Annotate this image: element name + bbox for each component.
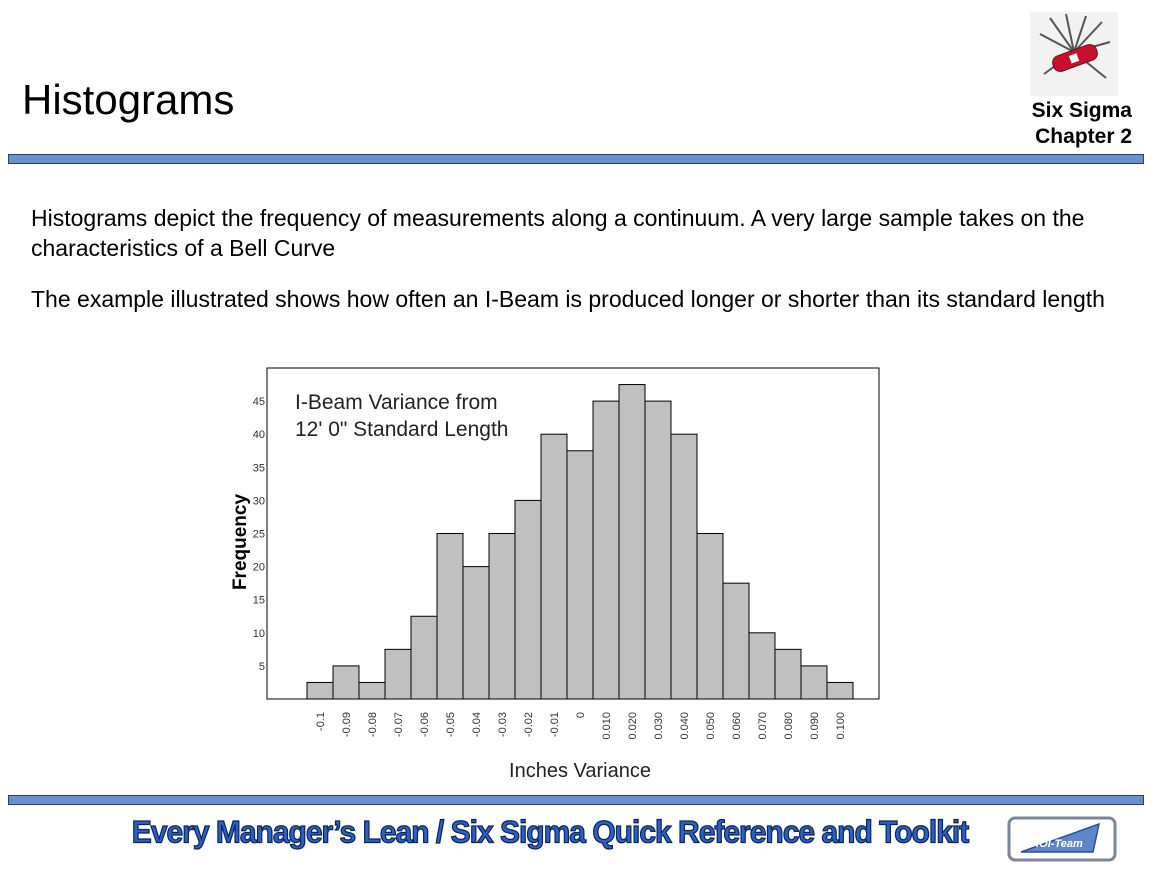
swiss-army-knife-icon	[1030, 12, 1118, 96]
x-tick-label: 0.080	[783, 712, 795, 740]
histogram-bar	[670, 433, 698, 700]
x-tick-label: -0.07	[393, 712, 405, 737]
x-tick-label: 0.010	[601, 712, 613, 740]
roi-team-logo-text: ROI-Team	[1031, 838, 1083, 850]
chart-annotation-line-1: I-Beam Variance from	[295, 391, 498, 414]
histogram-bar	[306, 681, 334, 700]
x-tick-label: 0.020	[627, 712, 639, 740]
x-tick-label: 0.030	[653, 712, 665, 740]
x-tick-label: -0.05	[445, 712, 457, 737]
y-tick-label: 10	[253, 628, 265, 640]
x-tick-label: -0.03	[497, 712, 509, 737]
y-tick-label: 25	[253, 529, 265, 541]
y-axis-label: Frequency	[230, 494, 251, 591]
y-tick-label: 45	[253, 396, 265, 408]
histogram-bar	[436, 533, 464, 700]
x-tick-label: 0.070	[757, 712, 769, 740]
y-tick-label: 20	[253, 562, 265, 574]
y-tick-label: 5	[259, 661, 265, 673]
x-tick-label: -0.01	[549, 712, 561, 737]
header-divider	[8, 154, 1144, 164]
histogram-bar	[514, 499, 542, 700]
histogram-bar	[488, 533, 516, 700]
histogram-bar	[462, 566, 490, 700]
histogram-bar	[410, 615, 438, 700]
x-tick-label: -0.04	[471, 712, 483, 737]
y-tick-label: 30	[253, 495, 265, 507]
histogram-bar	[384, 648, 412, 700]
x-tick-label: -0.06	[419, 712, 431, 737]
histogram-bar	[722, 582, 750, 700]
chapter-label: Six Sigma Chapter 2	[1032, 98, 1132, 150]
example-paragraph: The example illustrated shows how often …	[31, 286, 1105, 312]
histogram-bar	[566, 450, 594, 700]
chapter-line-1: Six Sigma	[1031, 99, 1132, 122]
histogram-bar	[826, 681, 854, 700]
x-tick-label: -0.1	[315, 712, 327, 731]
intro-paragraph: Histograms depict the frequency of measu…	[31, 205, 1085, 261]
chapter-line-2: Chapter 2	[1035, 125, 1132, 148]
roi-team-logo: ROI-Team	[1007, 816, 1117, 862]
x-tick-label: -0.08	[367, 712, 379, 737]
histogram-bar	[358, 681, 386, 700]
histogram-bar	[592, 400, 620, 700]
x-tick-label: 0.050	[705, 712, 717, 740]
histogram-chart: 5 10 15 20 25 30 35 40 45 -0.1 -0.09 -0.08 -0.07 -0.…	[220, 352, 912, 788]
histogram-bar	[748, 632, 776, 700]
x-axis-label: Inches Variance	[509, 760, 651, 782]
histogram-bar	[800, 665, 828, 700]
y-tick-label: 40	[253, 429, 265, 441]
y-tick-label: 35	[253, 462, 265, 474]
x-tick-label: 0	[575, 712, 587, 718]
histogram-bar	[774, 648, 802, 700]
x-tick-label: 0.040	[679, 712, 691, 740]
page-title: Histograms	[22, 76, 235, 123]
x-tick-label: 0.090	[809, 712, 821, 740]
x-tick-label: 0.060	[731, 712, 743, 740]
histogram-bar	[618, 384, 646, 700]
histogram-bar	[332, 665, 360, 700]
x-tick-label: -0.02	[523, 712, 535, 737]
footer-divider	[8, 795, 1144, 805]
histogram-svg: 5 10 15 20 25 30 35 40 45 -0.1 -0.09 -0.08 -0.07 -0.…	[220, 352, 912, 788]
histogram-bar	[540, 433, 568, 700]
x-tick-label: 0.100	[835, 712, 847, 740]
y-tick-label: 15	[253, 595, 265, 607]
x-tick-label: -0.09	[341, 712, 353, 737]
histogram-bar	[644, 400, 672, 700]
footer-title: Every Manager’s Lean / Six Sigma Quick R…	[131, 815, 970, 851]
histogram-bar	[696, 533, 724, 700]
chart-annotation-line-2: 12' 0" Standard Length	[295, 418, 508, 441]
